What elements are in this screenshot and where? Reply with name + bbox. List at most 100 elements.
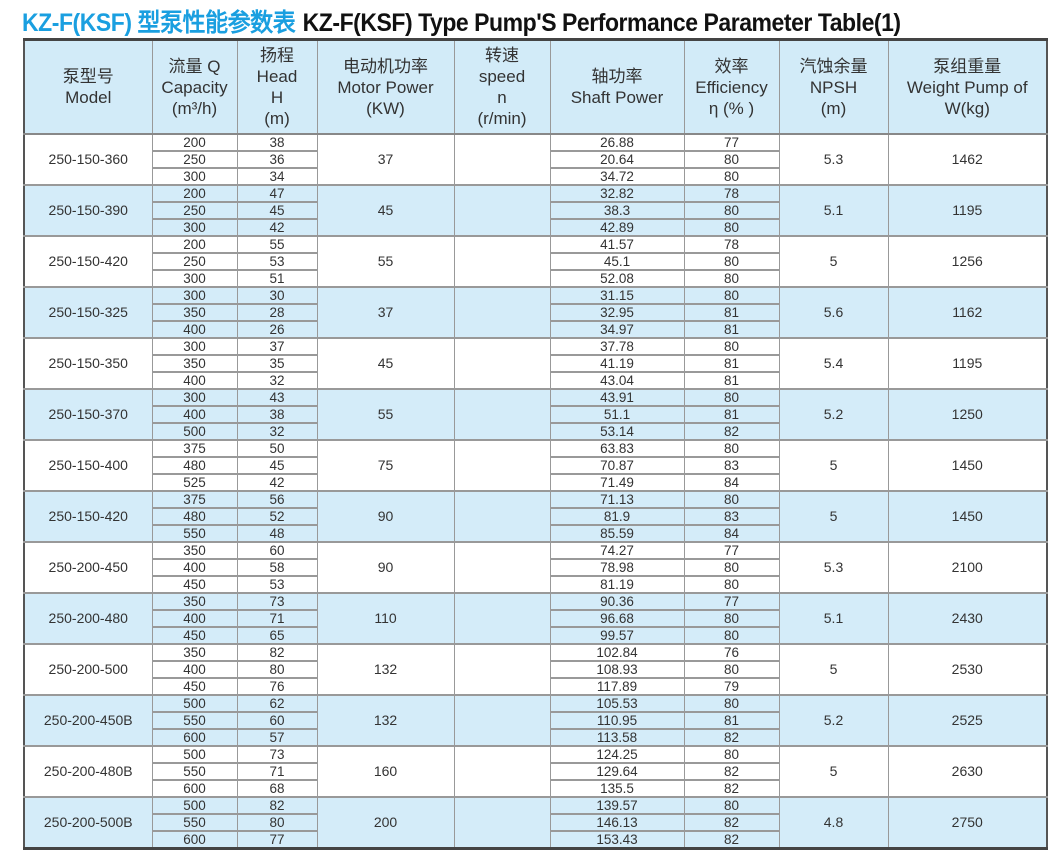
weight-cell: 1162 [888,287,1048,339]
capacity-cell: 600 [152,729,238,747]
shaft-power-cell: 34.72 [550,168,685,186]
head-cell: 47 [237,185,318,203]
model-cell: 250-200-480B [24,746,153,798]
shaft-power-cell: 146.13 [550,814,685,832]
motor-power-cell: 110 [317,593,455,645]
shaft-power-cell: 124.25 [550,746,685,764]
speed-cell [454,287,551,339]
capacity-cell: 350 [152,355,238,373]
shaft-power-cell: 63.83 [550,440,685,458]
table-row: 250-150-350 300 37 45 37.78 80 5.4 1195 [24,338,1048,390]
weight-cell: 2630 [888,746,1048,798]
motor-power-cell: 37 [317,287,455,339]
efficiency-cell: 80 [684,627,780,645]
efficiency-cell: 80 [684,695,780,713]
table-row: 350 35 41.19 81 [24,355,1047,373]
model-cell: 250-150-350 [24,338,153,390]
header-line: Shaft Power [570,88,664,107]
capacity-cell: 200 [152,236,238,254]
efficiency-cell: 80 [684,219,780,237]
capacity-cell: 350 [152,304,238,322]
motor-power-cell: 75 [317,440,455,492]
shaft-power-cell: 52.08 [550,270,685,288]
npsh-cell: 5.2 [779,695,889,747]
shaft-power-cell: 43.91 [550,389,685,407]
header-line: speed [478,67,526,86]
header-line: 电动机功率 [343,56,428,76]
header-speed: 转速 speed n (r/min) [454,39,551,135]
efficiency-cell: 78 [684,185,780,203]
motor-power-cell: 90 [317,542,455,594]
capacity-cell: 300 [152,287,238,305]
npsh-cell: 4.8 [779,797,889,850]
capacity-cell: 375 [152,440,238,458]
head-cell: 68 [237,780,318,798]
shaft-power-cell: 135.5 [550,780,685,798]
npsh-cell: 5.3 [779,542,889,594]
capacity-cell: 525 [152,474,238,492]
npsh-cell: 5.2 [779,389,889,441]
header-row: 泵型号 Model 流量 Q Capacity (m³/h) 扬程 Head H (m) 电动机功… [24,39,1048,135]
model-cell: 250-200-500 [24,644,153,696]
efficiency-cell: 76 [684,644,780,662]
head-cell: 28 [237,304,318,322]
table-row: 250-150-325 300 30 37 31.15 80 5.6 1162 [24,287,1048,339]
head-cell: 45 [237,457,318,475]
header-efficiency: 效率 Efficiency η (% ) [684,39,780,135]
head-cell: 71 [237,763,318,781]
efficiency-cell: 80 [684,202,780,220]
head-cell: 51 [237,270,318,288]
capacity-cell: 250 [152,202,238,220]
pump-group: 250-150-370 300 43 55 43.91 80 5.2 1250 400 38 51.… [24,389,1048,441]
head-cell: 34 [237,168,318,186]
efficiency-cell: 82 [684,814,780,832]
table-row: 550 60 110.95 81 [24,712,1047,730]
header-line: Capacity [161,77,228,97]
pump-group: 250-150-420 375 56 90 71.13 80 5 1450 480 52 81.9 8… [24,491,1048,543]
header-head: 扬程 Head H (m) [237,39,318,135]
table-row: 250-200-450 350 60 90 74.27 77 5.3 2100 [24,542,1048,594]
header-weight: 泵组重量 Weight Pump of W(kg) [888,39,1048,135]
model-cell: 250-200-450B [24,695,153,747]
head-cell: 50 [237,440,318,458]
capacity-cell: 600 [152,780,238,798]
shaft-power-cell: 71.13 [550,491,685,509]
capacity-cell: 250 [152,151,238,169]
model-cell: 250-200-450 [24,542,153,594]
page-title: KZ-F(KSF) 型泵性能参数表 KZ-F(KSF) Type Pump'S P… [22,3,901,39]
capacity-cell: 350 [152,644,238,662]
capacity-cell: 450 [152,576,238,594]
shaft-power-cell: 96.68 [550,610,685,628]
head-cell: 42 [237,219,318,237]
shaft-power-cell: 32.95 [550,304,685,322]
speed-cell [454,797,551,850]
npsh-cell: 5 [779,491,889,543]
motor-power-cell: 200 [317,797,455,850]
table-row: 250-150-370 300 43 55 43.91 80 5.2 1250 [24,389,1048,441]
efficiency-cell: 80 [684,746,780,764]
efficiency-cell: 83 [684,508,780,526]
model-cell: 250-150-325 [24,287,153,339]
table-row: 450 76 117.89 79 [24,678,1047,696]
model-cell: 250-200-500B [24,797,153,850]
capacity-cell: 480 [152,508,238,526]
efficiency-cell: 80 [684,389,780,407]
head-cell: 73 [237,593,318,611]
header-line: Model [65,88,112,107]
shaft-power-cell: 117.89 [550,678,685,696]
pump-group: 250-200-480B 500 73 160 124.25 80 5 2630 550 71 12… [24,746,1048,798]
head-cell: 73 [237,746,318,764]
capacity-cell: 600 [152,831,238,850]
capacity-cell: 480 [152,457,238,475]
table-row: 250-200-500B 500 82 200 139.57 80 4.8 2750 [24,797,1048,850]
head-cell: 77 [237,831,318,850]
table-row: 250-150-390 200 47 45 32.82 78 5.1 1195 [24,185,1048,237]
table-row: 300 34 34.72 80 [24,168,1047,186]
header-line: 轴功率 [591,67,643,86]
capacity-cell: 550 [152,814,238,832]
shaft-power-cell: 99.57 [550,627,685,645]
head-cell: 26 [237,321,318,339]
capacity-cell: 350 [152,593,238,611]
shaft-power-cell: 31.15 [550,287,685,305]
efficiency-cell: 80 [684,440,780,458]
